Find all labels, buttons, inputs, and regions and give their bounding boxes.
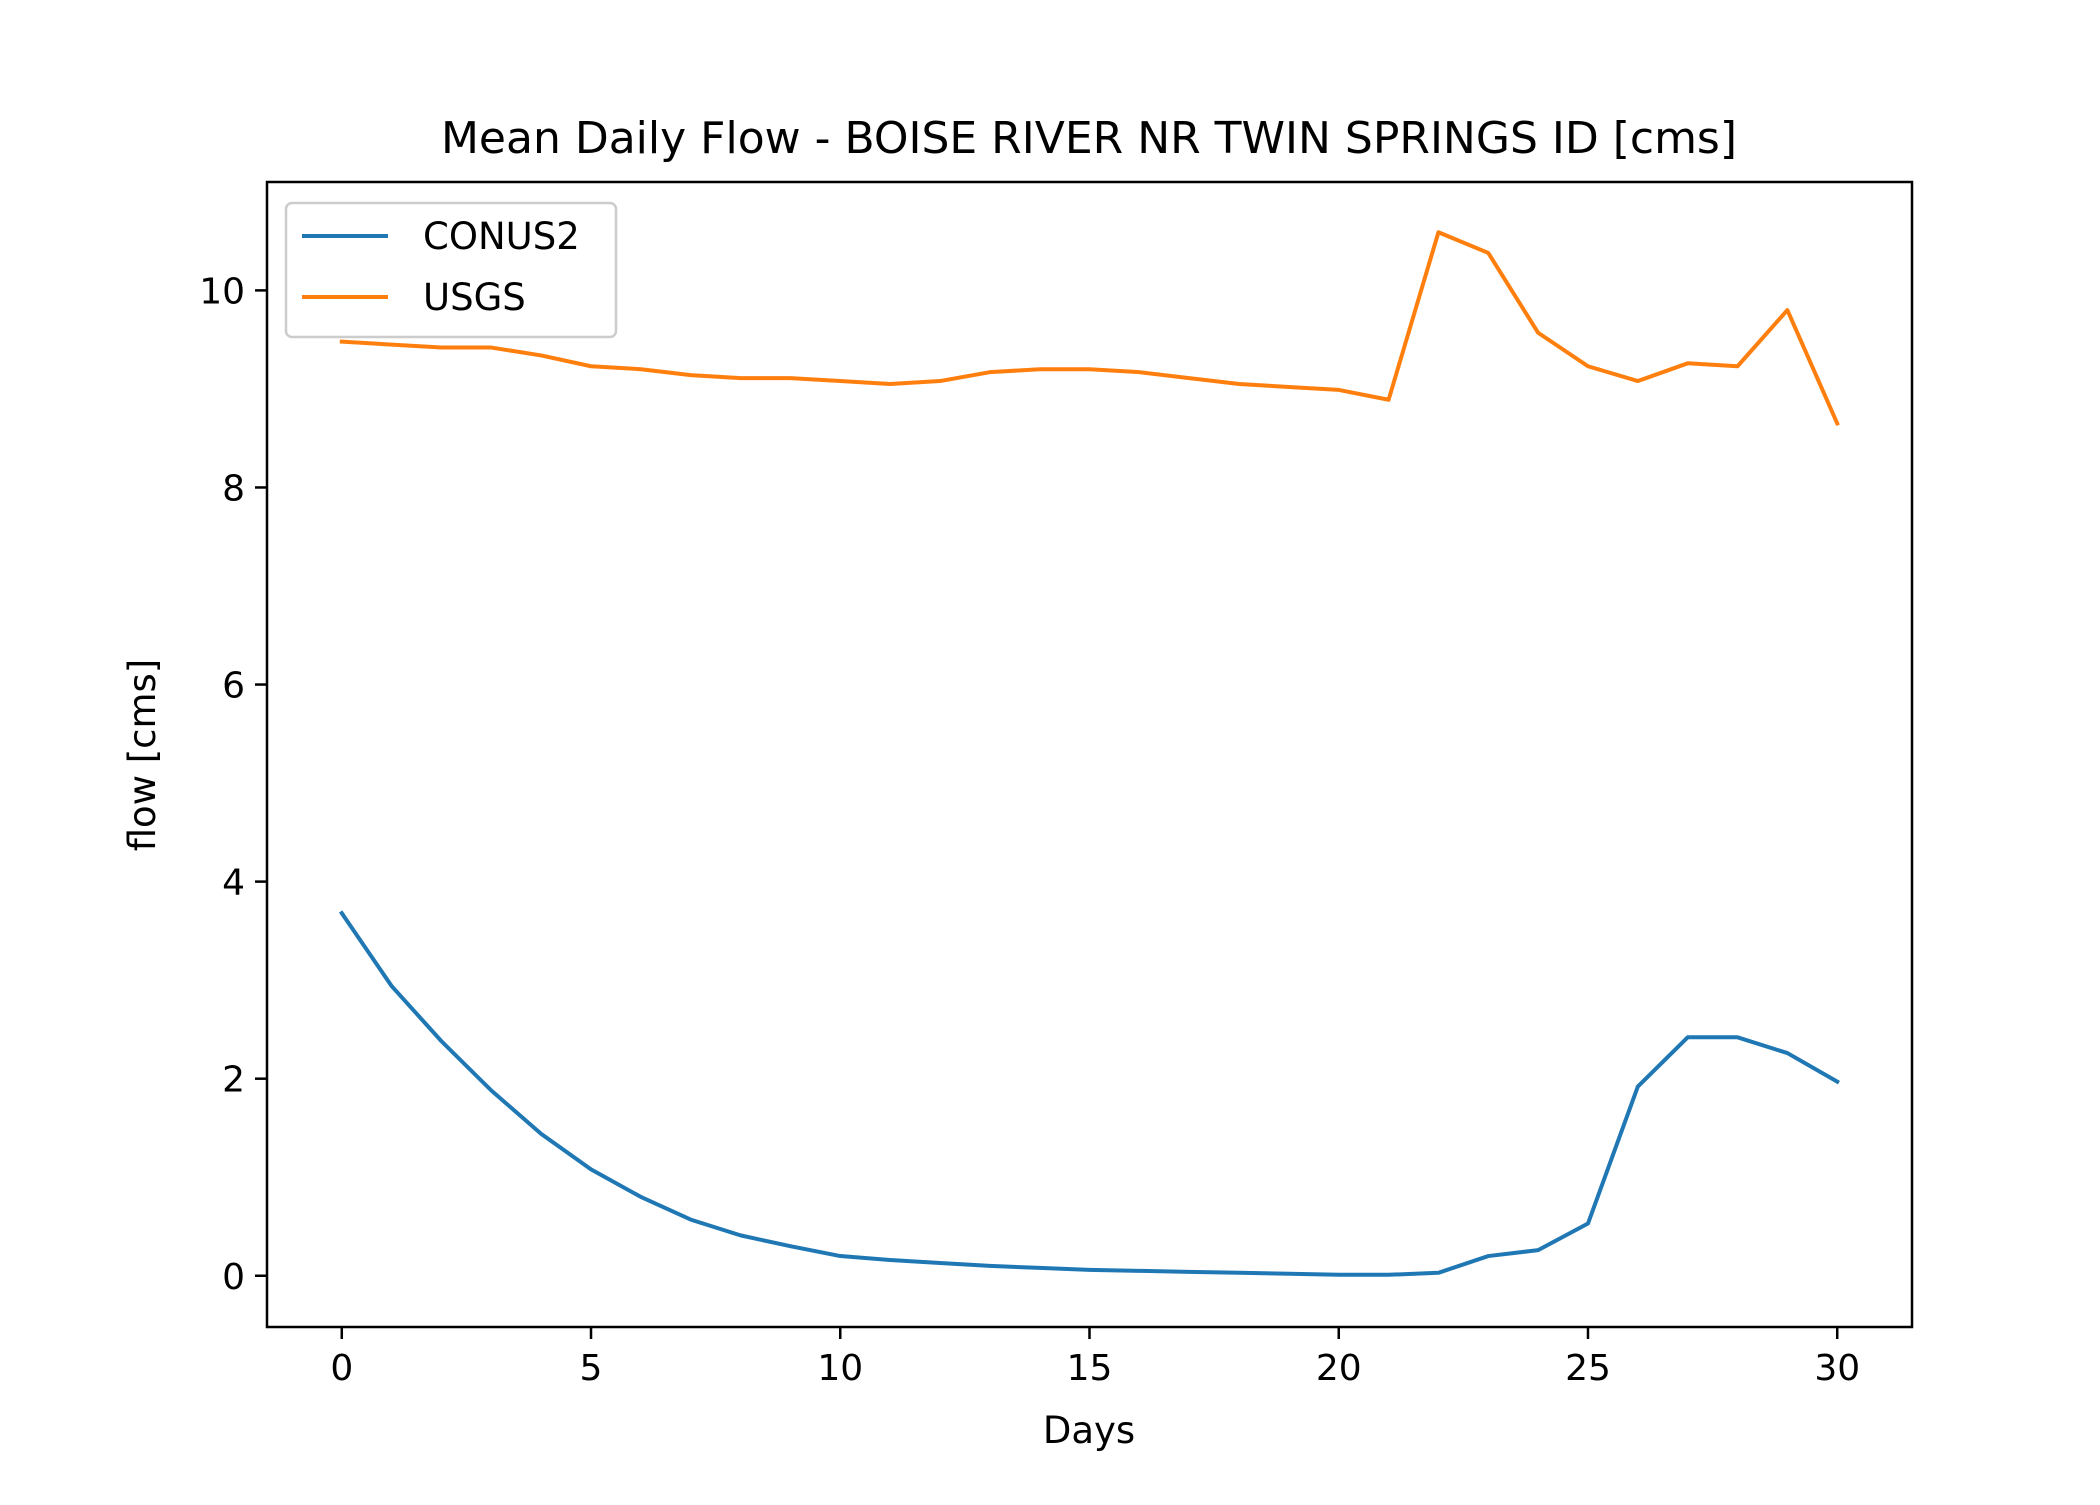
series-line-usgs xyxy=(339,230,1840,427)
x-tick-label: 10 xyxy=(817,1348,863,1389)
legend-label-conus2: CONUS2 xyxy=(423,215,580,258)
x-tick-label: 20 xyxy=(1316,1348,1362,1389)
chart-title: Mean Daily Flow - BOISE RIVER NR TWIN SP… xyxy=(441,113,1737,164)
y-tick-label: 10 xyxy=(199,271,245,312)
y-axis: 0 2 4 6 8 10 xyxy=(199,271,267,1298)
y-tick-label: 6 xyxy=(222,666,245,707)
x-tick-label: 0 xyxy=(330,1348,353,1389)
x-axis: 0 5 10 15 20 25 30 xyxy=(330,1327,1860,1389)
y-tick-label: 4 xyxy=(222,863,245,904)
y-tick-label: 2 xyxy=(222,1060,245,1101)
y-tick-label: 0 xyxy=(222,1257,245,1298)
series-line-conus2 xyxy=(338,910,1840,1277)
y-axis-label: flow [cms] xyxy=(121,659,164,852)
plot-area-frame xyxy=(265,180,1914,1329)
legend: CONUS2 USGS xyxy=(284,201,618,339)
x-tick-label: 25 xyxy=(1565,1348,1611,1389)
legend-label-usgs: USGS xyxy=(423,276,526,319)
series-lines xyxy=(338,230,1840,1277)
y-tick-label: 8 xyxy=(222,468,245,509)
x-tick-label: 5 xyxy=(580,1348,603,1389)
x-axis-label: Days xyxy=(1043,1409,1135,1452)
x-tick-label: 15 xyxy=(1067,1348,1113,1389)
x-tick-label: 30 xyxy=(1814,1348,1860,1389)
